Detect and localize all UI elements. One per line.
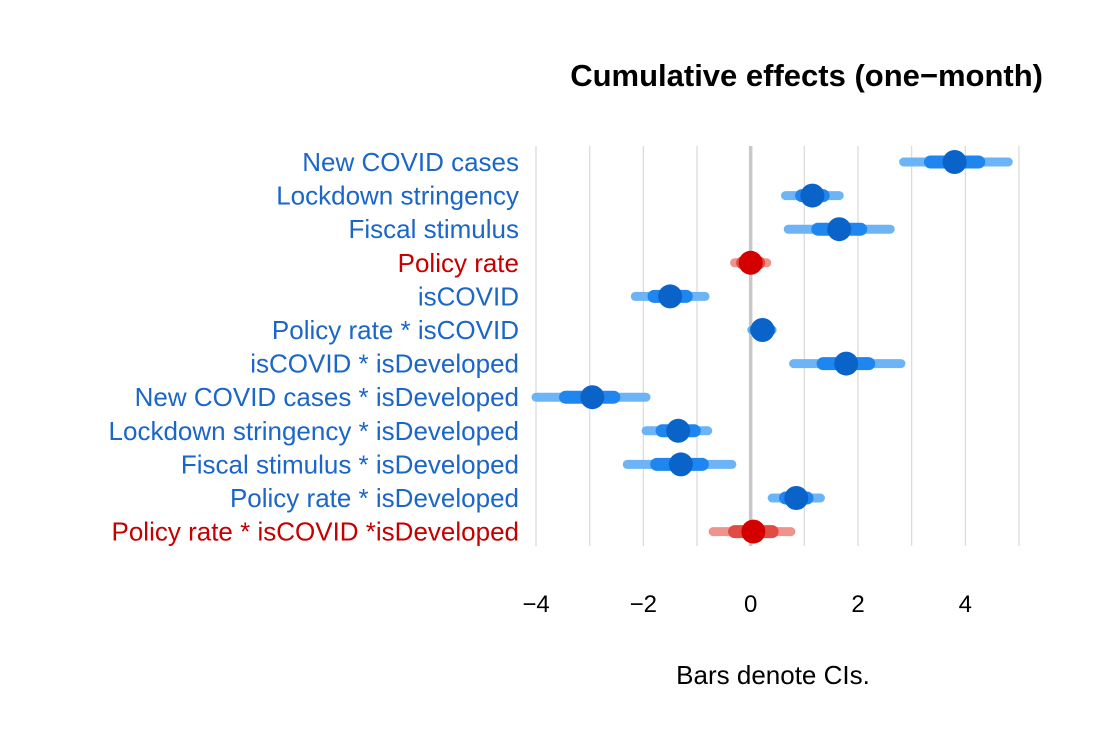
coef-row [789,351,906,376]
coef-row [531,385,651,410]
coef-row [641,418,713,443]
grid-lines [535,146,1020,546]
category-label: Fiscal stimulus [349,214,519,244]
plot-area [531,150,1013,544]
category-label: isCOVID * isDeveloped [250,349,519,379]
coef-row [767,486,825,510]
coef-row [899,150,1013,174]
x-axis-ticks: −4 −2 0 2 4 [522,591,972,618]
estimate-point [784,486,809,510]
category-label: Lockdown stringency [276,181,519,211]
category-label: Policy rate * isDeveloped [230,483,519,513]
coef-row [630,284,710,309]
estimate-point [738,250,763,275]
category-label: Lockdown stringency * isDeveloped [109,416,519,446]
x-tick-label: 0 [744,591,757,618]
coef-row [781,183,844,208]
estimate-point [666,418,691,443]
coef-row [730,250,772,275]
category-label: New COVID cases [302,147,519,177]
category-label: isCOVID [418,281,519,311]
coef-row [708,519,796,544]
estimate-point [668,452,693,477]
estimate-point [800,183,825,208]
chart-title: Cumulative effects (one−month) [570,58,1043,93]
category-label: Policy rate [398,248,519,278]
estimate-point [750,318,775,342]
category-label: New COVID cases * isDeveloped [135,382,519,412]
estimate-point [942,150,967,174]
x-axis-label: Bars denote CIs. [676,660,870,690]
estimate-point [834,351,859,376]
x-tick-label: −2 [630,591,657,618]
x-tick-label: 2 [851,591,864,618]
coef-row [747,318,777,342]
estimate-point [580,385,605,410]
category-label: Policy rate * isCOVID [272,315,519,345]
category-label: Fiscal stimulus * isDeveloped [181,449,519,479]
x-tick-label: 4 [959,591,972,618]
coef-row [783,217,895,242]
estimate-point [741,519,766,544]
estimate-point [658,284,683,309]
coef-row [622,452,737,477]
estimate-point [827,217,852,242]
x-tick-label: −4 [522,591,549,618]
category-label: Policy rate * isCOVID *isDeveloped [112,517,520,547]
